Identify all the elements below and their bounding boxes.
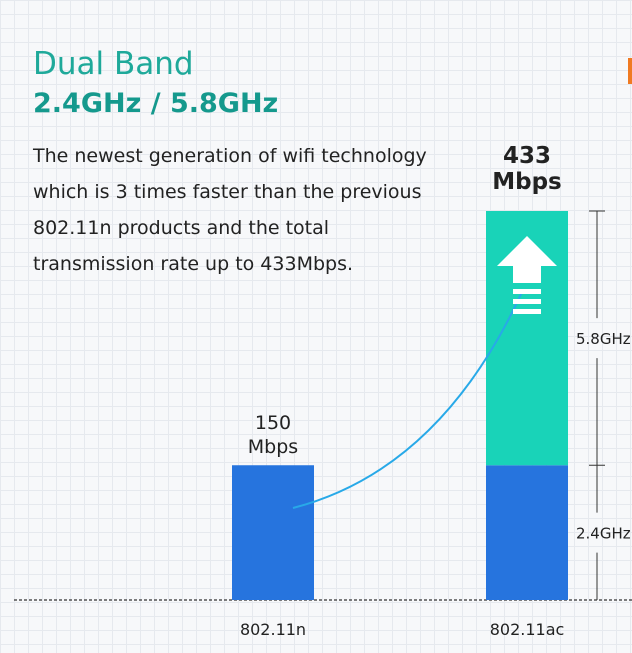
x-tick-label: 802.11n (240, 620, 306, 639)
x-tick-label: 802.11ac (490, 620, 565, 639)
description-line: 802.11n products and the total (33, 217, 330, 239)
data-label-value: 150 (255, 412, 291, 434)
data-label-unit: Mbps (492, 169, 562, 195)
corner-accent (628, 58, 632, 84)
description-line: transmission rate up to 433Mbps. (33, 253, 354, 275)
band-subtitle: 2.4GHz / 5.8GHz (33, 88, 279, 119)
arrow-head (497, 236, 557, 283)
page-title: Dual Band (33, 46, 194, 82)
description-line: The newest generation of wifi technology (33, 145, 427, 167)
arrow-bar (513, 289, 541, 294)
description: The newest generation of wifi technology… (33, 138, 463, 282)
bar-80211ac-24GHz (486, 465, 568, 600)
data-label-value: 433 (503, 143, 551, 169)
description-line: which is 3 times faster than the previou… (33, 181, 422, 203)
growth-curve (292, 291, 523, 509)
legend-5.8ghz-label: 5.8GHz (576, 330, 631, 348)
arrow-bar (513, 299, 541, 304)
up-arrow-icon (497, 236, 557, 314)
data-label-unit: Mbps (248, 436, 298, 458)
legend-2.4ghz-label: 2.4GHz (576, 525, 631, 543)
bar-80211n-24GHz (232, 465, 314, 600)
arrow-bar (513, 309, 541, 314)
